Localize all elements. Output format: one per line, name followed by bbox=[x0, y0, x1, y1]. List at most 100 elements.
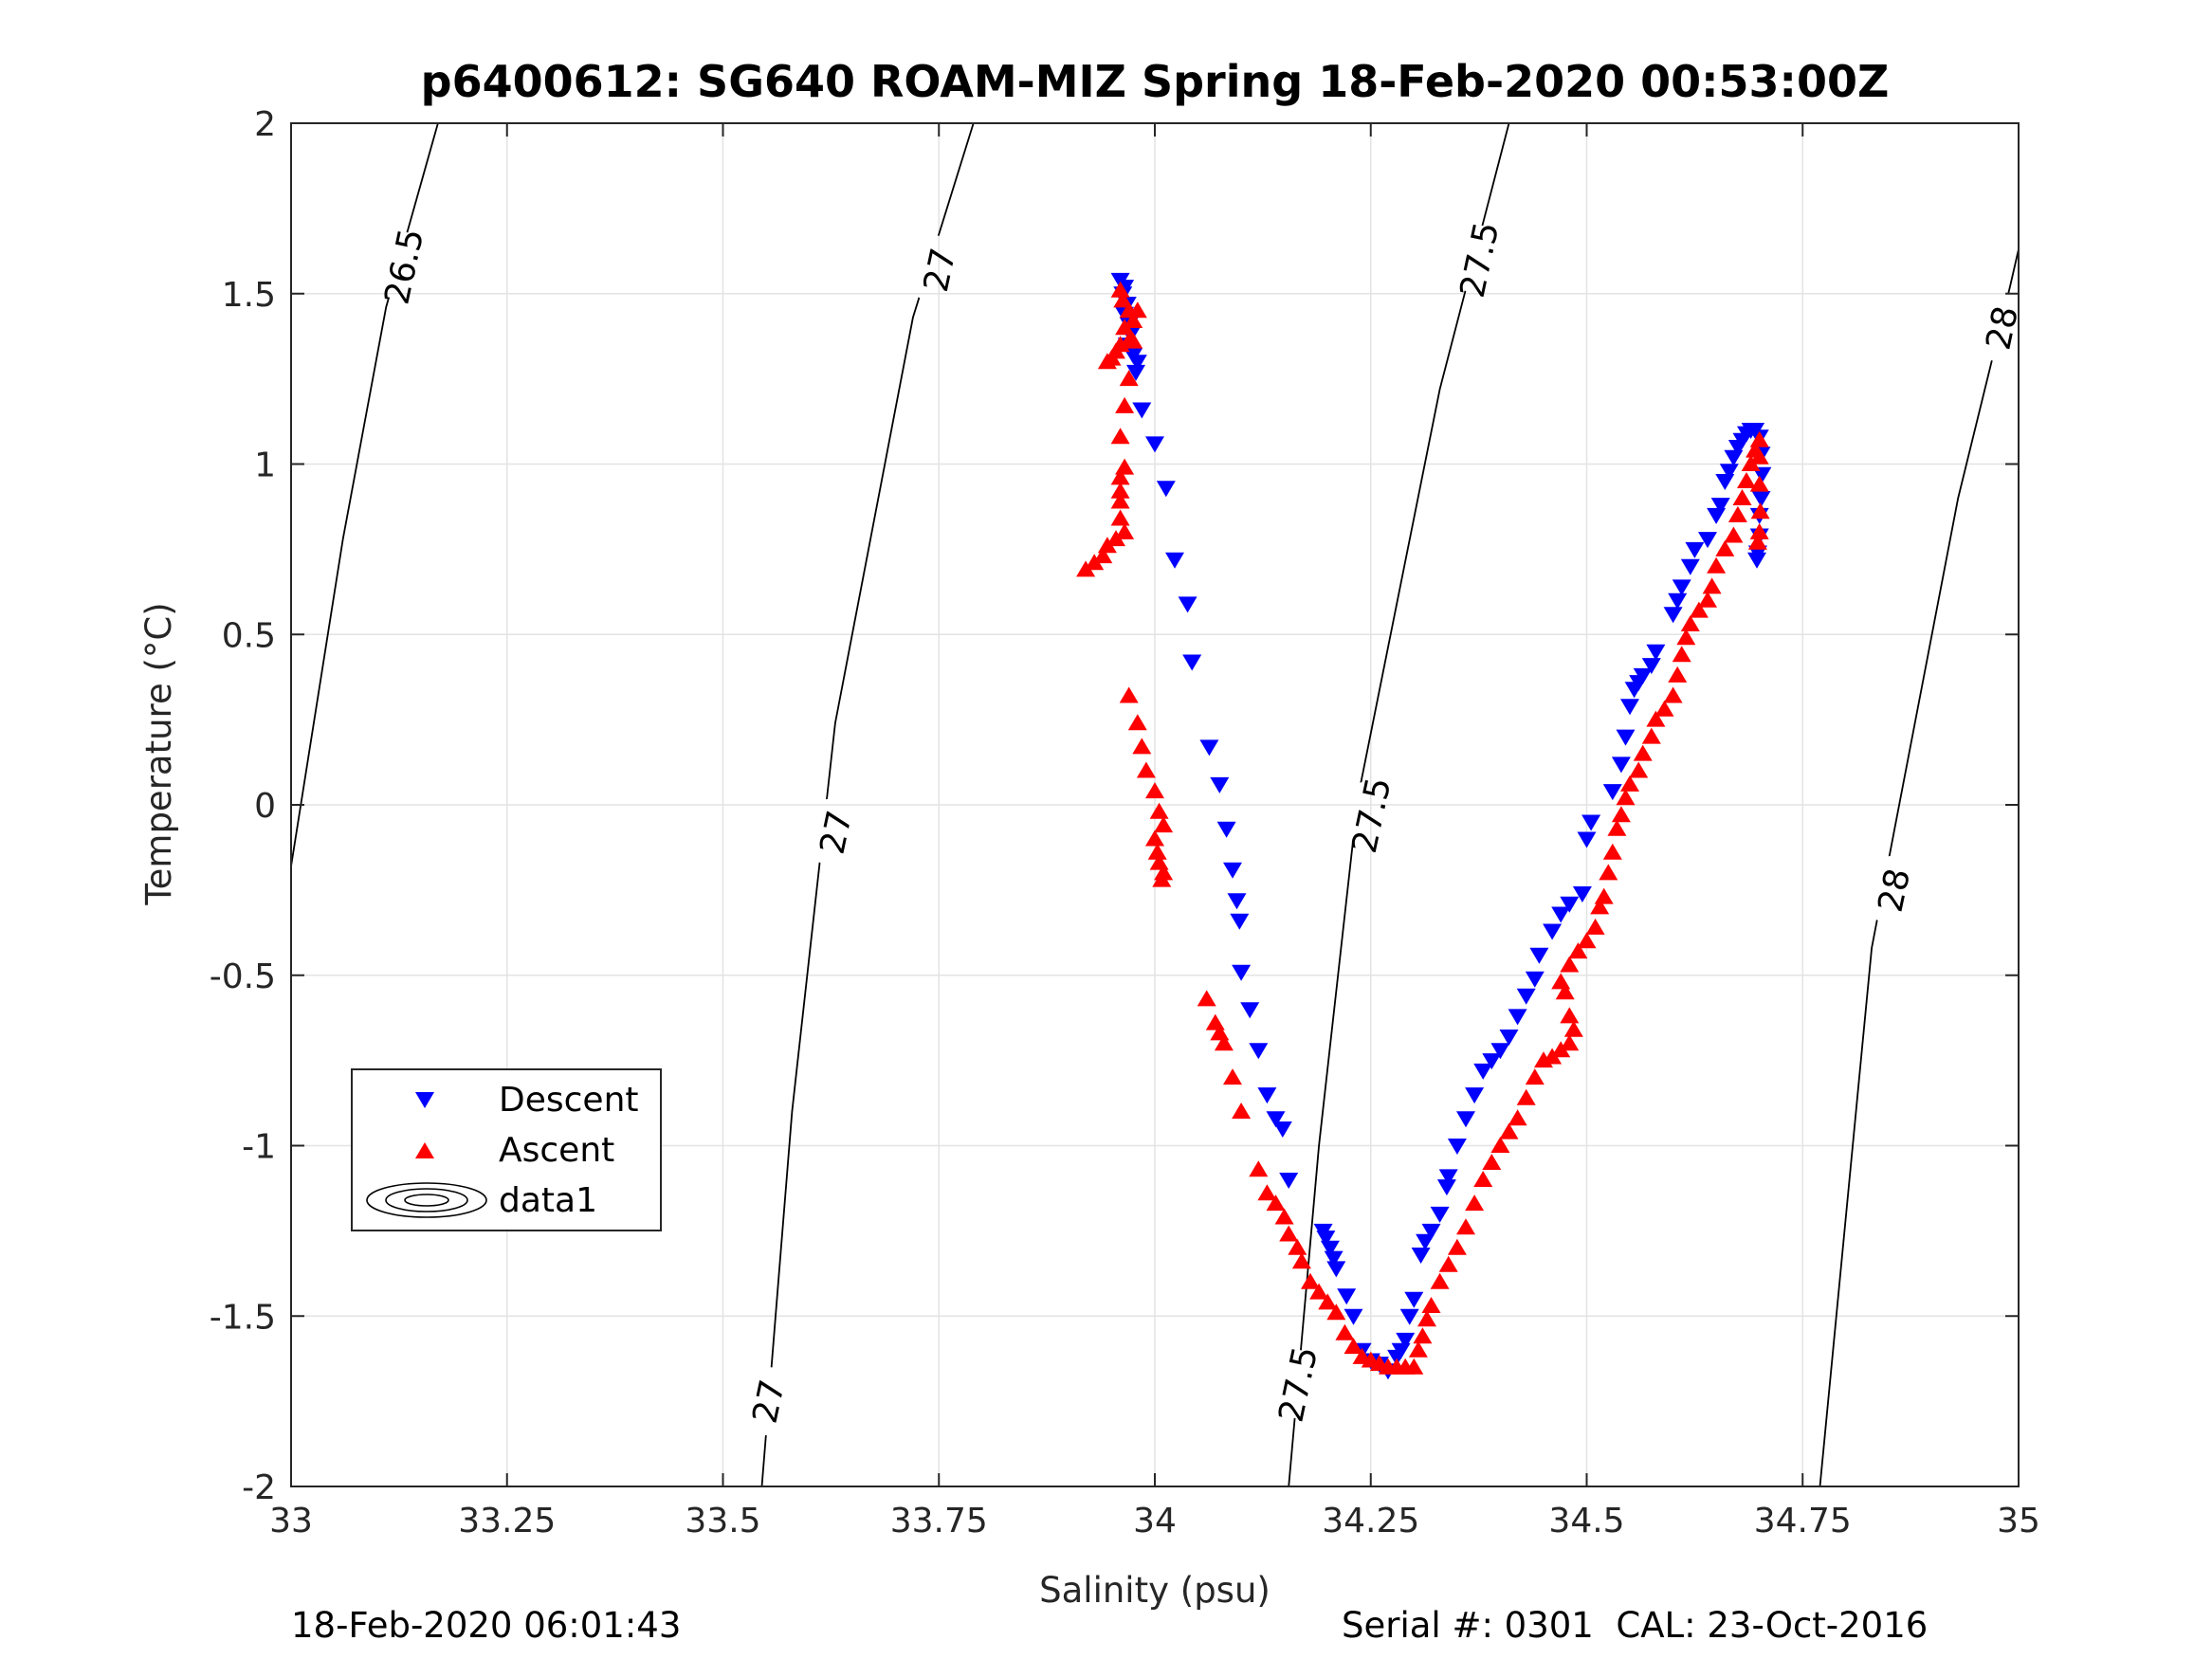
ascent-marker bbox=[1551, 973, 1571, 990]
ascent-marker bbox=[1724, 526, 1744, 543]
ascent-marker bbox=[1668, 665, 1688, 683]
ascent-marker bbox=[1318, 1293, 1338, 1310]
ascent-marker bbox=[1611, 806, 1631, 823]
descent-marker bbox=[1436, 1179, 1456, 1196]
footer-serial-calibration: Serial #: 0301 CAL: 23-Oct-2016 bbox=[1342, 1605, 1929, 1646]
ascent-marker bbox=[1585, 918, 1605, 935]
ascent-marker bbox=[1408, 1340, 1428, 1358]
descent-marker bbox=[1324, 1250, 1344, 1267]
ascent-marker bbox=[1110, 492, 1130, 509]
ascent-marker bbox=[1732, 489, 1752, 505]
ascent-marker bbox=[1110, 509, 1130, 526]
ascent-marker bbox=[1560, 956, 1580, 973]
legend-ascent-label: Ascent bbox=[499, 1131, 614, 1170]
ascent-marker bbox=[1223, 1068, 1242, 1085]
ascent-marker bbox=[1707, 556, 1727, 574]
legend-descent-marker bbox=[415, 1092, 434, 1108]
ascent-marker bbox=[1516, 1088, 1536, 1105]
descent-marker bbox=[1672, 579, 1691, 596]
descent-marker bbox=[1680, 558, 1700, 575]
ascent-marker bbox=[1404, 1358, 1424, 1375]
descent-marker bbox=[1529, 947, 1549, 964]
ascent-marker bbox=[1132, 738, 1152, 755]
ascent-marker bbox=[1266, 1194, 1286, 1212]
ascent-marker bbox=[1326, 1304, 1346, 1321]
descent-marker bbox=[1316, 1231, 1336, 1248]
ascent-marker bbox=[1119, 686, 1139, 703]
descent-marker bbox=[1438, 1169, 1458, 1186]
ascent-marker bbox=[1702, 577, 1722, 594]
descent-marker bbox=[1551, 906, 1571, 923]
descent-marker bbox=[1320, 1240, 1340, 1257]
descent-marker bbox=[1752, 466, 1772, 483]
data-markers bbox=[1076, 272, 1772, 1380]
descent-marker bbox=[1337, 1288, 1357, 1305]
descent-marker bbox=[1156, 481, 1176, 498]
ascent-marker bbox=[1291, 1252, 1311, 1269]
descent-marker bbox=[1223, 862, 1242, 879]
chart-title: p6400612: SG640 ROAM-MIZ Spring 18-Feb-2… bbox=[421, 56, 1890, 107]
ascent-marker bbox=[1093, 547, 1113, 564]
ascent-marker bbox=[1499, 1122, 1519, 1139]
ascent-marker bbox=[1136, 761, 1156, 778]
ascent-marker bbox=[1482, 1154, 1502, 1170]
descent-marker bbox=[1182, 654, 1202, 671]
ascent-marker bbox=[1633, 744, 1653, 761]
ascent-marker bbox=[1115, 522, 1135, 539]
ascent-marker bbox=[1413, 1327, 1433, 1344]
y-tick-label: 0 bbox=[254, 787, 276, 826]
ascent-marker bbox=[1680, 615, 1700, 631]
ascent-marker bbox=[1749, 522, 1769, 539]
descent-marker bbox=[1543, 923, 1563, 940]
ascent-marker bbox=[1508, 1109, 1527, 1126]
ascent-marker bbox=[1301, 1272, 1320, 1289]
x-tick-label: 34.75 bbox=[1754, 1502, 1852, 1540]
ascent-marker bbox=[1421, 1297, 1441, 1313]
density-contour-label: 27 bbox=[917, 245, 964, 295]
ascent-marker bbox=[1115, 396, 1135, 413]
descent-marker bbox=[1525, 971, 1545, 988]
descent-marker bbox=[1581, 814, 1601, 831]
ascent-marker bbox=[1616, 789, 1636, 806]
ascent-marker bbox=[1577, 932, 1597, 949]
y-tick-label: -1 bbox=[242, 1128, 276, 1167]
ascent-marker bbox=[1119, 370, 1139, 387]
ascent-marker bbox=[1232, 1103, 1252, 1119]
descent-marker bbox=[1199, 739, 1219, 757]
ascent-marker bbox=[1747, 533, 1767, 550]
axis-ticks: 33 33.25 33.5 33.75 34 34.25 34.5 34.75 35 2 1.5 1 0… bbox=[210, 105, 2040, 1540]
descent-marker bbox=[1747, 552, 1766, 569]
legend-descent-label: Descent bbox=[499, 1081, 639, 1120]
ascent-marker bbox=[1629, 761, 1649, 778]
ascent-marker bbox=[1672, 646, 1691, 663]
ascent-marker bbox=[1698, 591, 1717, 608]
descent-marker bbox=[1473, 1063, 1493, 1080]
descent-marker bbox=[1145, 436, 1164, 453]
descent-marker bbox=[1411, 1248, 1431, 1264]
ascent-marker bbox=[1599, 864, 1618, 881]
y-tick-label: -2 bbox=[242, 1468, 276, 1507]
descent-marker bbox=[1641, 658, 1661, 675]
ascent-marker bbox=[1568, 942, 1588, 959]
ascent-marker bbox=[1154, 816, 1174, 833]
ascent-marker bbox=[1124, 332, 1143, 349]
ascent-marker bbox=[1124, 312, 1143, 328]
y-tick-label: -1.5 bbox=[210, 1298, 276, 1337]
legend-data1-label: data1 bbox=[499, 1181, 597, 1220]
ascent-marker bbox=[1456, 1218, 1475, 1235]
descent-marker bbox=[1611, 757, 1631, 774]
ascent-marker bbox=[1097, 353, 1117, 370]
y-axis-label: Temperature (°C) bbox=[138, 602, 179, 905]
ascent-marker bbox=[1288, 1238, 1307, 1255]
descent-marker bbox=[1232, 964, 1252, 981]
ascent-marker bbox=[1654, 700, 1674, 717]
legend-contour-icon bbox=[366, 1182, 487, 1218]
descent-marker bbox=[1216, 821, 1236, 838]
ascent-marker bbox=[1560, 1034, 1580, 1051]
ascent-marker bbox=[1085, 554, 1105, 571]
descent-marker bbox=[1456, 1111, 1475, 1128]
descent-marker bbox=[1616, 729, 1636, 746]
ascent-marker bbox=[1127, 714, 1147, 731]
ascent-marker bbox=[1689, 601, 1709, 618]
